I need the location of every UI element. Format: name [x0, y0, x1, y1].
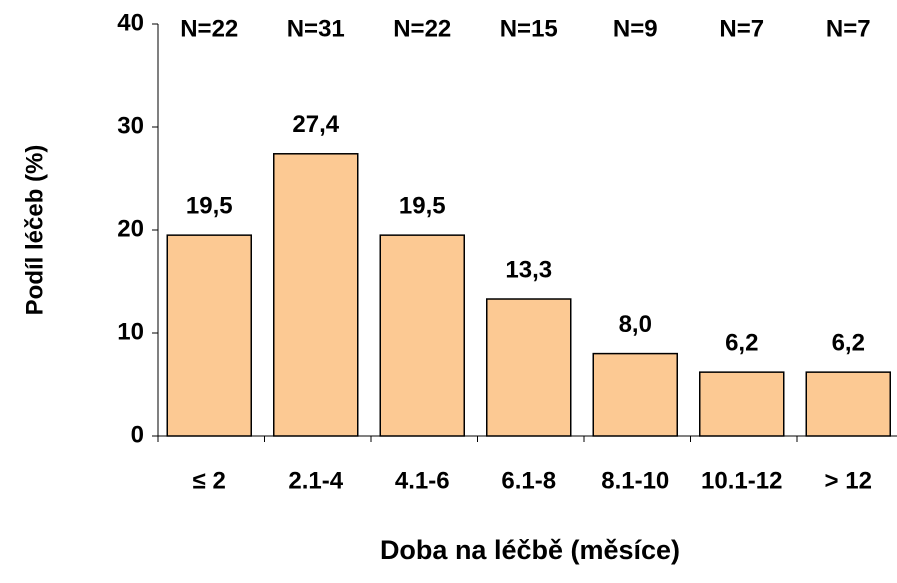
y-tick-label: 0: [131, 421, 144, 448]
data-label: 19,5: [186, 192, 233, 219]
data-label: 6,2: [832, 329, 865, 356]
x-axis-label: Doba na léčbě (měsíce): [380, 535, 680, 565]
bar: [486, 298, 572, 437]
data-label: 13,3: [505, 256, 552, 283]
data-label: 19,5: [399, 192, 446, 219]
annotation: N=31: [287, 15, 345, 42]
bar: [805, 371, 891, 437]
bar: [592, 352, 678, 437]
y-axis-label: Podíl léčeb (%): [21, 145, 48, 316]
x-tick-label: 10.1-12: [701, 467, 782, 494]
bar: [379, 234, 465, 437]
y-tick-label: 20: [117, 215, 144, 242]
annotation: N=7: [826, 15, 871, 42]
x-tick-label: > 12: [825, 467, 872, 494]
data-label: 6,2: [725, 329, 758, 356]
y-tick-label: 30: [117, 112, 144, 139]
y-tick-label: 40: [117, 9, 144, 36]
x-tick-label: 8.1-10: [601, 467, 669, 494]
y-tick-label: 10: [117, 318, 144, 345]
bar: [699, 371, 785, 437]
annotation: N=7: [719, 15, 764, 42]
annotation: N=22: [393, 15, 451, 42]
x-tick-label: ≤ 2: [193, 467, 226, 494]
x-tick-label: 4.1-6: [395, 467, 450, 494]
bar: [273, 153, 359, 437]
x-tick-label: 6.1-8: [501, 467, 556, 494]
annotation: N=15: [500, 15, 558, 42]
data-label: 27,4: [292, 111, 339, 138]
annotation: N=22: [180, 15, 238, 42]
bar: [166, 234, 252, 437]
data-label: 8,0: [619, 311, 652, 338]
x-tick-label: 2.1-4: [288, 467, 343, 494]
annotation: N=9: [613, 15, 658, 42]
